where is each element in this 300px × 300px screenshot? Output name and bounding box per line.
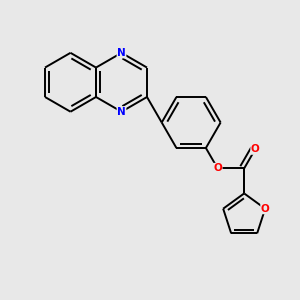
Text: O: O <box>213 164 222 173</box>
Text: N: N <box>117 107 126 117</box>
Text: N: N <box>117 48 126 58</box>
Text: O: O <box>251 144 260 154</box>
Text: O: O <box>261 204 269 214</box>
